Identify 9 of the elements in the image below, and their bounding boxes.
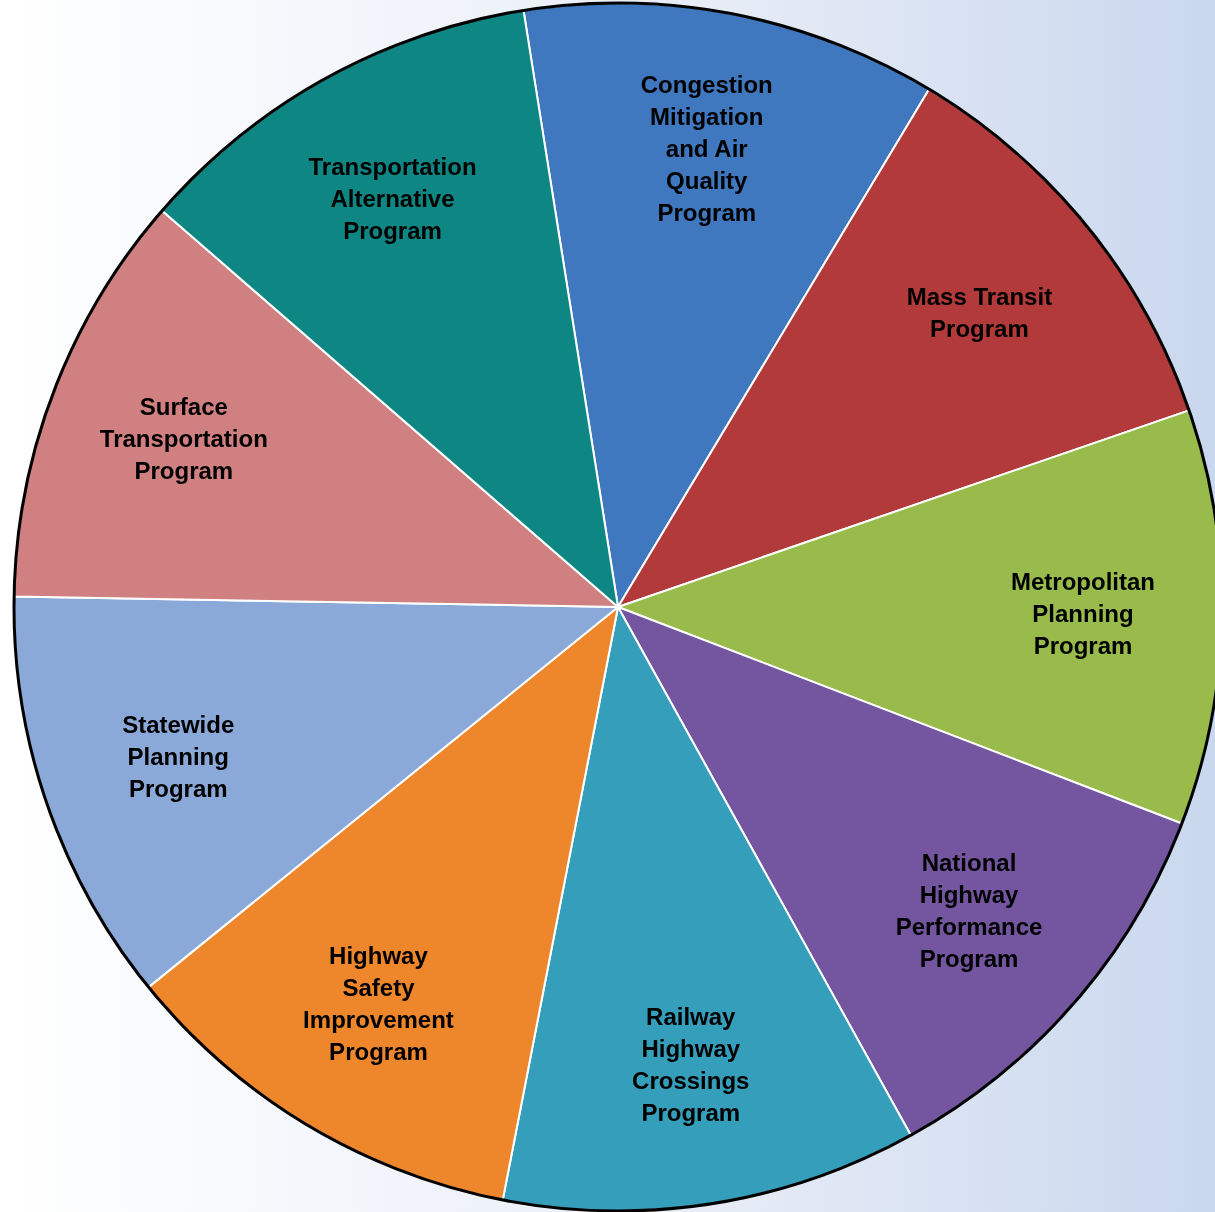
slice-label: Transportation Alternative Program bbox=[308, 152, 477, 244]
slice-label: Highway Safety Improvement Program bbox=[303, 942, 454, 1066]
slice-label: Statewide Planning Program bbox=[122, 711, 235, 803]
slice-label: Surface Transportation Program bbox=[99, 392, 268, 484]
slice-label: Congestion Mitigation and Air Quality Program bbox=[640, 71, 773, 227]
slice-label: Mass Transit Program bbox=[906, 282, 1053, 342]
slice-label: Metropolitan Planning Program bbox=[1011, 567, 1156, 659]
slice-label: Railway Highway Crossings Program bbox=[632, 1002, 750, 1126]
slice-label: National Highway Performance Program bbox=[895, 848, 1043, 972]
